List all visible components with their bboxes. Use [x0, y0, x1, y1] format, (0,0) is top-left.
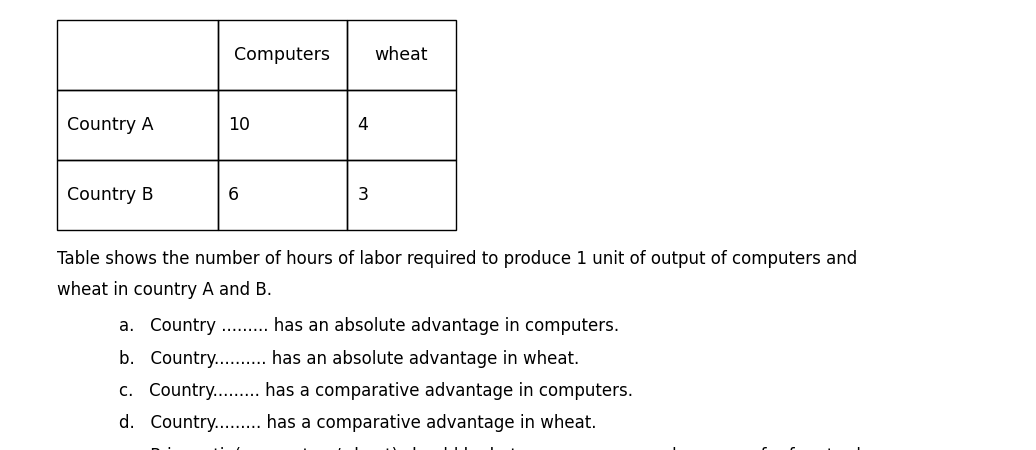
Text: b.   Country.......... has an absolute advantage in wheat.: b. Country.......... has an absolute adv… — [119, 350, 579, 368]
Text: 4: 4 — [357, 116, 368, 134]
Text: Table shows the number of hours of labor required to produce 1 unit of output of: Table shows the number of hours of labor… — [57, 250, 857, 268]
Text: 6: 6 — [228, 185, 239, 203]
Text: d.   Country......... has a comparative advantage in wheat.: d. Country......... has a comparative ad… — [119, 414, 597, 432]
Text: a.   Country ......... has an absolute advantage in computers.: a. Country ......... has an absolute adv… — [119, 317, 620, 335]
Text: Country B: Country B — [67, 185, 154, 203]
Text: 3: 3 — [357, 185, 369, 203]
Text: c.   Country......... has a comparative advantage in computers.: c. Country......... has a comparative ad… — [119, 382, 633, 400]
Text: wheat: wheat — [375, 46, 428, 64]
Text: 10: 10 — [228, 116, 250, 134]
Text: wheat in country A and B.: wheat in country A and B. — [57, 281, 272, 299]
Text: Computers: Computers — [234, 46, 330, 64]
Text: e.   Price ratio( computers/wheat) should be between .............. and ........: e. Price ratio( computers/wheat) should … — [119, 447, 876, 450]
Text: Country A: Country A — [67, 116, 153, 134]
